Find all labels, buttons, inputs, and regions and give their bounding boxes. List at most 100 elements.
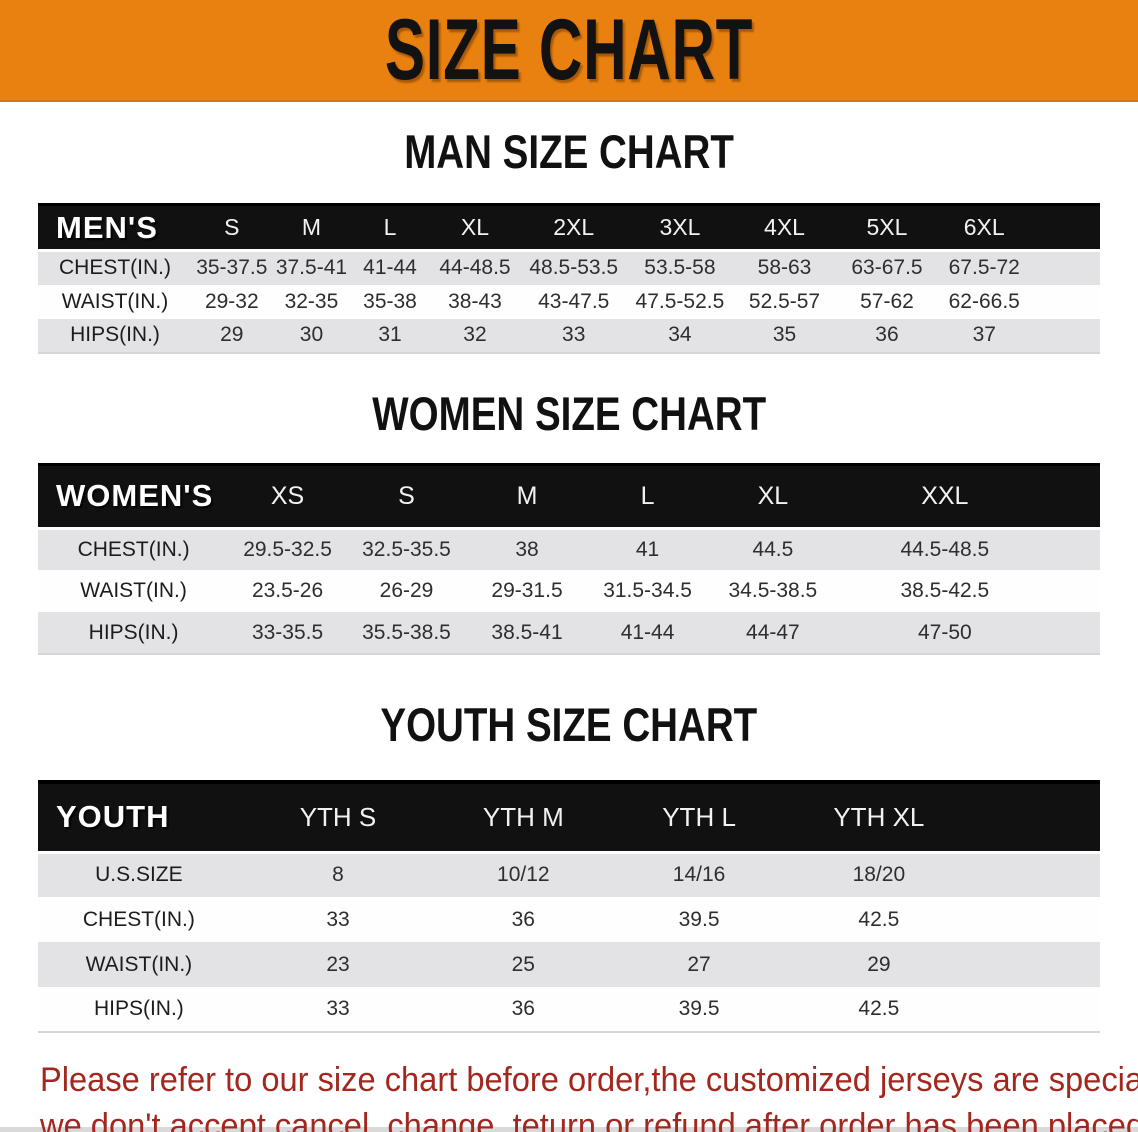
- size-value-cell: 44-47: [746, 620, 800, 644]
- size-column-header: M: [516, 481, 538, 510]
- size-value-cell: 35-37.5: [196, 256, 268, 280]
- size-value-cell: 44-48.5: [439, 256, 511, 280]
- size-value-cell: 39.5: [678, 997, 720, 1020]
- size-column-header: S: [224, 214, 240, 240]
- size-value-cell: 23: [326, 952, 350, 976]
- size-value-cell: 8: [332, 863, 344, 887]
- row-label: WAIST(IN.): [85, 952, 193, 976]
- women-waist-row: WAIST(IN.) 23.5-26 26-29 29-31.5 31.5-34…: [38, 570, 1100, 612]
- size-value-cell: 38: [515, 537, 539, 561]
- size-column-header: YTH M: [482, 801, 564, 832]
- row-label: WAIST(IN.): [80, 579, 187, 602]
- size-value-cell: 33: [326, 997, 350, 1020]
- size-value-cell: 52.5-57: [748, 289, 821, 313]
- size-value-cell: 33: [562, 323, 586, 346]
- size-value-cell: 47-50: [917, 620, 972, 644]
- row-label: HIPS(IN.): [70, 323, 160, 346]
- size-value-cell: 23.5-26: [251, 579, 324, 602]
- size-column-header: 2XL: [553, 214, 595, 240]
- youth-waist-row: WAIST(IN.) 23 25 27 29: [38, 942, 1100, 987]
- men-header-row: MEN'S S M L XL 2XL 3XL 4XL 5XL 6XL: [38, 204, 1100, 251]
- size-value-cell: 29.5-32.5: [243, 537, 332, 561]
- size-value-cell: 58-63: [757, 256, 812, 280]
- size-value-cell: 57-62: [860, 289, 914, 313]
- men-section-title: MAN SIZE CHART: [0, 124, 1138, 179]
- youth-header-row: YOUTH YTH S YTH M YTH L YTH XL: [38, 782, 1100, 852]
- youth-section-title: YOUTH SIZE CHART: [0, 697, 1138, 752]
- size-value-cell: 41-44: [363, 256, 417, 280]
- size-column-header: YTH XL: [833, 801, 925, 832]
- women-table-label: WOMEN'S: [56, 478, 214, 513]
- size-value-cell: 31: [378, 323, 402, 346]
- size-value-cell: 47.5-52.5: [635, 289, 725, 313]
- size-value-cell: 63-67.5: [851, 256, 923, 280]
- size-value-cell: 62-66.5: [948, 289, 1020, 313]
- size-value-cell: 25: [511, 952, 535, 976]
- size-value-cell: 32: [463, 323, 487, 346]
- women-size-table: WOMEN'S XS S M L XL XXL CHEST(IN.) 29.5-…: [38, 463, 1100, 656]
- size-value-cell: 31.5-34.5: [603, 579, 692, 602]
- size-value-cell: 43-47.5: [538, 289, 610, 313]
- size-value-cell: 35: [772, 323, 797, 346]
- size-value-cell: 37.5-41: [275, 256, 348, 280]
- size-value-cell: 53.5-58: [644, 256, 716, 280]
- size-column-header: 3XL: [659, 214, 701, 240]
- size-value-cell: 10/12: [497, 863, 550, 887]
- size-value-cell: 42.5: [858, 997, 900, 1020]
- size-value-cell: 35.5-38.5: [362, 620, 451, 644]
- size-value-cell: 30: [299, 323, 324, 346]
- size-value-cell: 36: [511, 907, 535, 931]
- size-value-cell: 35-38: [363, 289, 417, 313]
- men-hips-row: HIPS(IN.) 29 30 31 32 33 34 35 36 37: [38, 318, 1100, 353]
- size-value-cell: 18/20: [852, 863, 906, 887]
- women-section-title-text: WOMEN SIZE CHART: [372, 386, 766, 440]
- size-chart-banner: SIZE CHART: [0, 0, 1138, 102]
- men-section-title-text: MAN SIZE CHART: [404, 125, 734, 178]
- size-column-header: 6XL: [963, 214, 1005, 240]
- size-value-cell: 34.5-38.5: [728, 579, 818, 602]
- men-waist-row: WAIST(IN.) 29-32 32-35 35-38 38-43 43-47…: [38, 284, 1100, 319]
- row-label: HIPS(IN.): [93, 997, 184, 1020]
- size-value-cell: 67.5-72: [948, 256, 1020, 280]
- size-value-cell: 29-32: [204, 289, 259, 313]
- size-column-header: M: [301, 214, 322, 240]
- disclaimer-line-1: Please refer to our size chart before or…: [40, 1061, 1138, 1099]
- size-value-cell: 33: [326, 907, 350, 931]
- size-value-cell: 14/16: [672, 863, 726, 887]
- women-section-title: WOMEN SIZE CHART: [0, 386, 1138, 441]
- row-label: HIPS(IN.): [88, 620, 179, 644]
- size-value-cell: 34: [668, 323, 692, 346]
- women-size-table-wrap: WOMEN'S XS S M L XL XXL CHEST(IN.) 29.5-…: [38, 463, 1100, 656]
- size-value-cell: 44.5: [752, 537, 794, 561]
- women-header-row: WOMEN'S XS S M L XL XXL: [38, 464, 1100, 528]
- size-column-header: XL: [460, 214, 490, 240]
- youth-table-label: YOUTH: [56, 799, 170, 835]
- size-value-cell: 39.5: [678, 907, 720, 931]
- size-value-cell: 26-29: [379, 579, 434, 602]
- size-column-header: 4XL: [764, 214, 805, 240]
- youth-size-table-wrap: YOUTH YTH S YTH M YTH L YTH XL U.S.SIZE …: [38, 780, 1100, 1033]
- women-hips-row: HIPS(IN.) 33-35.5 35.5-38.5 38.5-41 41-4…: [38, 612, 1100, 654]
- row-label: CHEST(IN.): [77, 537, 190, 561]
- youth-section-title-text: YOUTH SIZE CHART: [380, 698, 758, 751]
- youth-size-table: YOUTH YTH S YTH M YTH L YTH XL U.S.SIZE …: [38, 780, 1100, 1033]
- disclaimer-line-2: we don't accept cancel, change, teturn o…: [40, 1107, 1138, 1132]
- men-table-label: MEN'S: [56, 209, 158, 245]
- disclaimer: Please refer to our size chart before or…: [40, 1057, 1138, 1132]
- size-column-header: 5XL: [866, 214, 908, 240]
- size-value-cell: 27: [687, 952, 711, 976]
- size-column-header: XS: [270, 481, 305, 510]
- size-value-cell: 37: [972, 323, 996, 346]
- size-value-cell: 36: [875, 323, 899, 346]
- size-value-cell: 38.5-42.5: [900, 579, 990, 602]
- men-size-table-wrap: MEN'S S M L XL 2XL 3XL 4XL 5XL 6XL CHEST…: [38, 203, 1100, 354]
- size-value-cell: 32.5-35.5: [362, 537, 451, 561]
- size-value-cell: 29-31.5: [491, 579, 563, 602]
- size-column-header: YTH L: [662, 801, 736, 832]
- youth-ussize-row: U.S.SIZE 8 10/12 14/16 18/20: [38, 852, 1100, 897]
- youth-chest-row: CHEST(IN.) 33 36 39.5 42.5: [38, 897, 1100, 942]
- women-chest-row: CHEST(IN.) 29.5-32.5 32.5-35.5 38 41 44.…: [38, 528, 1100, 570]
- size-value-cell: 44.5-48.5: [900, 537, 990, 561]
- size-value-cell: 29: [220, 323, 244, 346]
